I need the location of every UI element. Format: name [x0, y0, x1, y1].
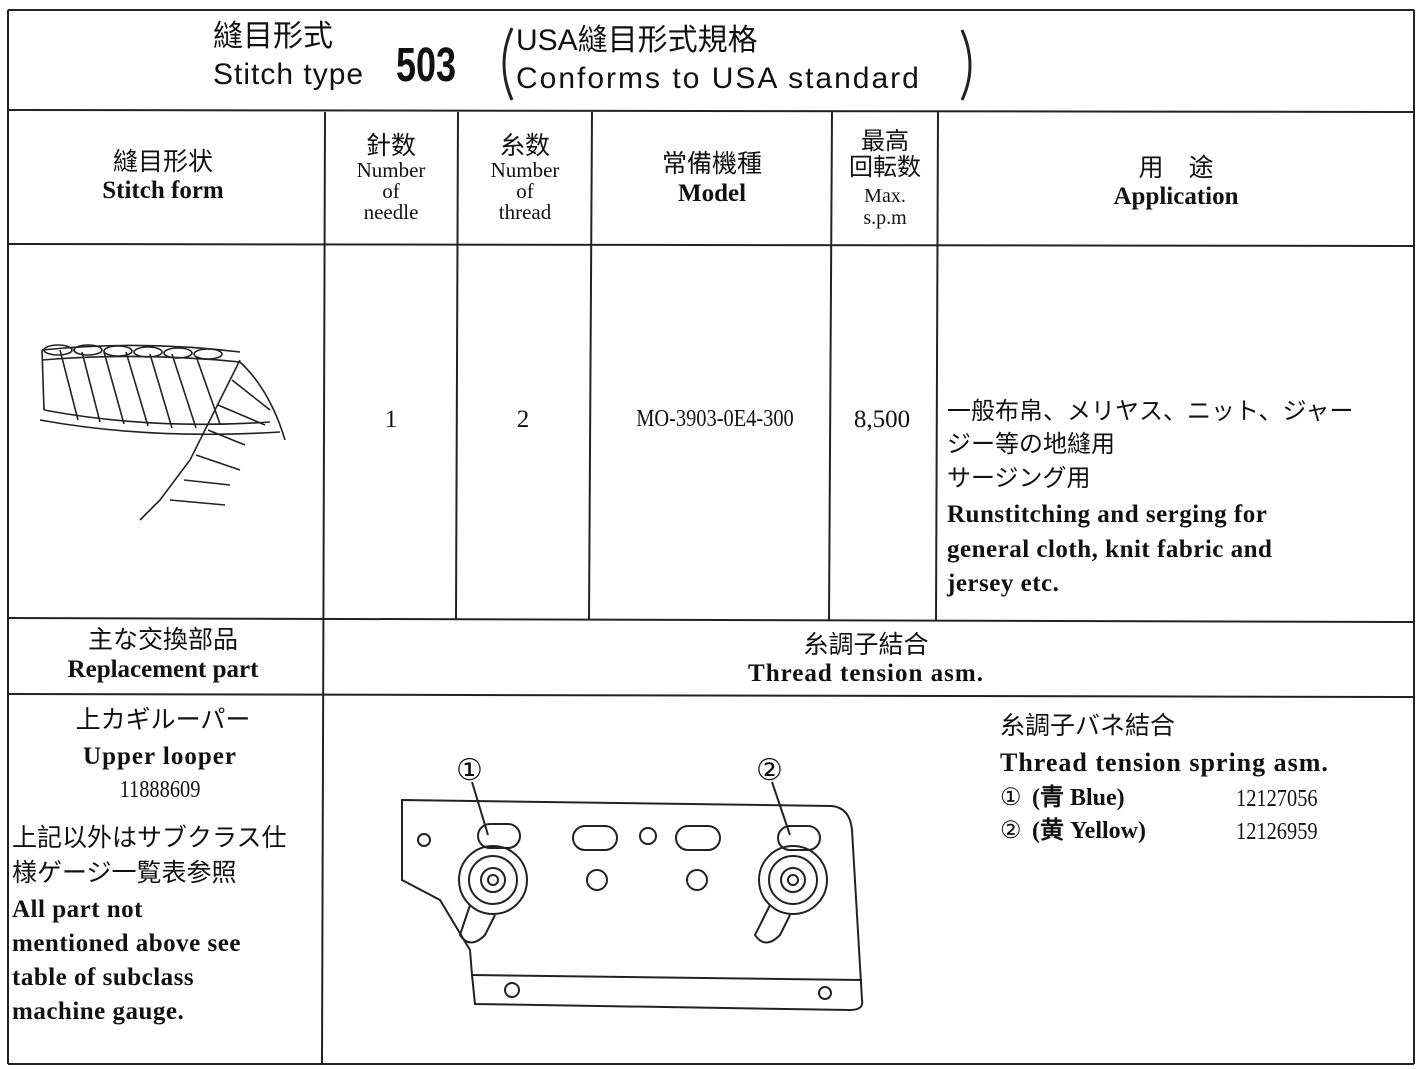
model: MO-3903-0E4-300 [636, 406, 794, 432]
application-jp: ジー等の地縫用 [947, 432, 1115, 458]
header-jp: 用 途 [1138, 155, 1214, 182]
title-jp: 縫目形式 [213, 20, 333, 53]
header-en: Max. [864, 185, 906, 207]
application-jp: 一般布帛、メリヤス、ニット、ジャー [947, 399, 1354, 425]
standard-jp: USA縫目形式規格 [516, 24, 758, 57]
header-jp: 常備機種 [661, 151, 763, 178]
table-lines [7, 9, 1415, 1065]
header-jp: 糸数 [499, 133, 551, 160]
spring-color: (黄 Yellow) [1032, 818, 1146, 844]
note-en: table of subclass [12, 964, 195, 991]
application-en: Runstitching and serging for [947, 501, 1268, 528]
header-jp: 最高 [861, 129, 909, 155]
note-en: mentioned above see [12, 930, 241, 957]
assembly-jp: 糸調子結合 [803, 632, 929, 659]
spring-en: Thread tension spring asm. [1000, 748, 1329, 777]
tension-plate-illustration [401, 781, 864, 1012]
header-en: s.p.m [863, 207, 907, 229]
callout: ① [456, 754, 483, 787]
stitch-form-illustration [39, 344, 286, 521]
spring-marker: ① [1000, 785, 1022, 811]
spring-part: 12126959 [1236, 819, 1318, 845]
header-jp: 回転数 [849, 155, 921, 181]
stitch-number: 503 [396, 39, 457, 92]
upper-looper-jp: 上カギルーパー [75, 707, 251, 734]
note-jp: 上記以外はサブクラス仕 [12, 825, 287, 852]
header-en: Application [1113, 183, 1239, 210]
note-en: All part not [12, 896, 143, 923]
upper-looper-part: 11888609 [119, 777, 201, 803]
max-spm: 8,500 [853, 406, 911, 433]
parentheses [502, 27, 972, 101]
title-en: Stitch type [213, 58, 365, 91]
spring-color: (青 Blue) [1032, 785, 1125, 811]
spring-marker: ② [1000, 818, 1022, 844]
header-en: thread [498, 200, 552, 224]
header-en: Number [490, 158, 560, 182]
note-en: machine gauge. [12, 998, 185, 1025]
header-jp: 針数 [365, 133, 417, 160]
header-en: Model [677, 180, 747, 207]
header-en: of [516, 179, 534, 203]
spring-jp: 糸調子バネ結合 [1000, 713, 1176, 740]
header-en: Stitch form [102, 177, 224, 204]
assembly-en: Thread tension asm. [748, 660, 984, 687]
spring-part: 12127056 [1236, 786, 1318, 812]
upper-looper-en: Upper looper [83, 743, 237, 770]
header-en: needle [363, 200, 419, 224]
note-jp: 様ゲージ一覧表参照 [12, 860, 237, 887]
header-en: Number [356, 158, 426, 182]
header-en: of [382, 179, 400, 203]
header-jp: 縫目形状 [112, 149, 214, 176]
application-en: general cloth, knit fabric and [947, 536, 1273, 563]
standard-en: Conforms to USA standard [516, 62, 921, 95]
application-en: jersey etc. [947, 570, 1060, 597]
replacement-label-jp: 主な交換部品 [87, 627, 239, 654]
needles: 1 [384, 406, 398, 433]
threads: 2 [516, 406, 530, 433]
callout: ② [756, 754, 783, 787]
application-jp: サージング用 [947, 466, 1091, 492]
replacement-label-en: Replacement part [67, 656, 259, 683]
